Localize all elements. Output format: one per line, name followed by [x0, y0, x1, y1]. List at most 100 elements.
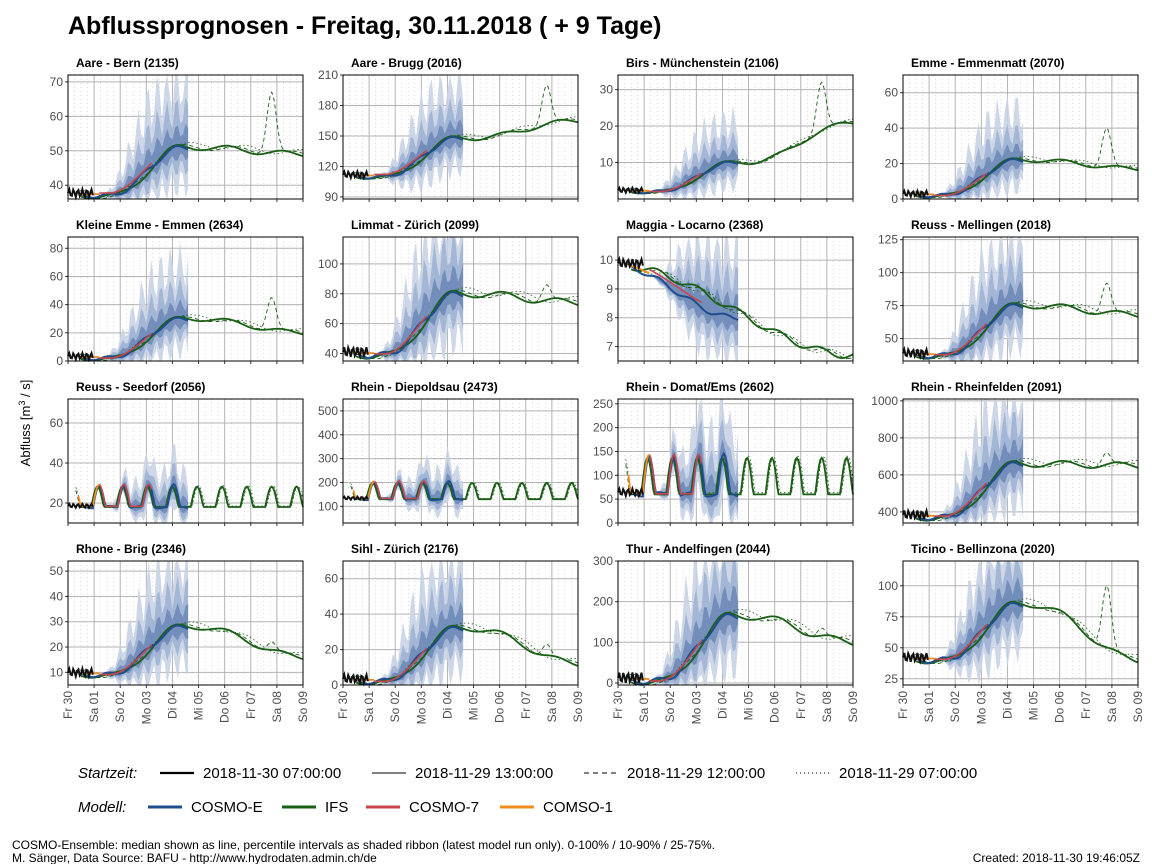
- x-tick-label: Mo 03: [414, 691, 428, 725]
- panel-title: Maggia - Locarno (2368): [626, 218, 763, 232]
- ribbon-10-90: [918, 406, 1024, 523]
- ifs-run-0700: [910, 156, 1138, 197]
- x-tick-label: Sa 01: [87, 691, 101, 723]
- ifs-run-0700: [625, 609, 854, 683]
- cosmo-7-line: [374, 647, 428, 683]
- x-tick-label: So 09: [1131, 691, 1145, 723]
- y-tick-label: 60: [325, 572, 339, 586]
- ifs-run-0700: [350, 116, 579, 178]
- cosmo-7-line: [934, 624, 988, 661]
- footer-source: M. Sänger, Data Source: BAFU - http://ww…: [12, 851, 377, 864]
- ifs-run-1200: [910, 282, 1139, 360]
- x-tick-label: So 02: [388, 691, 402, 723]
- y-tick-label: 50: [600, 492, 614, 506]
- ribbon-10-90: [633, 130, 739, 196]
- cosmo-7-line: [648, 452, 703, 495]
- ribbon-25-75: [918, 576, 1024, 663]
- ifs-line: [80, 144, 304, 200]
- ifs-line: [81, 485, 304, 508]
- ifs-line: [355, 118, 579, 180]
- observed-line: [342, 670, 369, 687]
- panel-frame: [342, 236, 579, 362]
- y-tick-label: 40: [50, 298, 64, 312]
- panel-frame: [617, 236, 854, 362]
- cosmo-7-line: [373, 480, 428, 500]
- panel-frame: [617, 398, 854, 524]
- ribbon-10-90: [633, 561, 739, 685]
- legend-start-label: 2018-11-29 07:00:00: [839, 765, 977, 782]
- y-axis-label-main: Abfluss [m: [18, 406, 33, 467]
- ifs-run-1200: [910, 584, 1139, 664]
- cosmo-7-line: [99, 162, 153, 194]
- y-tick-label: 40: [50, 178, 64, 192]
- ifs-line: [355, 624, 579, 686]
- y-tick-label: 210: [318, 68, 338, 82]
- x-tick-label: Di 04: [1000, 691, 1014, 719]
- y-tick-label: 0: [606, 516, 613, 530]
- y-tick-label: 200: [318, 475, 338, 489]
- x-tick-label: Mo 03: [689, 691, 703, 725]
- x-tick-label: Fr 30: [896, 691, 910, 719]
- cosmo-7-line: [374, 315, 428, 355]
- y-tick-label: 600: [878, 468, 898, 482]
- ribbon-25-75: [633, 147, 739, 193]
- x-tick-label: Di 04: [165, 691, 179, 719]
- observed-line: [617, 255, 644, 272]
- ribbon-25-75: [83, 475, 189, 514]
- cosmo-7-line: [934, 172, 988, 197]
- panel-title: Birs - Münchenstein (2106): [626, 56, 779, 70]
- y-tick-label: 50: [885, 332, 899, 346]
- observed-line: [902, 187, 929, 200]
- y-tick-label: 60: [50, 109, 64, 123]
- x-tick-label: Mo 03: [139, 691, 153, 725]
- ribbon-25-75: [633, 585, 739, 683]
- y-tick-label: 10: [600, 156, 614, 170]
- x-tick-label: Sa 08: [270, 691, 284, 723]
- x-tick-label: Do 06: [1053, 691, 1067, 723]
- panel-1: Aare - Brugg (2016) 90 120 150 180 210: [318, 56, 579, 204]
- y-tick-label: 9: [606, 282, 613, 296]
- panel-6: Maggia - Locarno (2368) 7 8 9 10: [600, 218, 854, 364]
- panel-14: Thur - Andelfingen (2044) 0 100 200 300 Fr 30…: [593, 542, 860, 724]
- x-tick-label: Sa 01: [922, 691, 936, 723]
- y-tick-label: 400: [878, 505, 898, 519]
- panel-title: Sihl - Zürich (2176): [351, 542, 458, 556]
- y-tick-label: 800: [878, 431, 898, 445]
- ifs-run-0700: [75, 621, 304, 677]
- x-tick-label: Di 04: [715, 691, 729, 719]
- observed-line: [342, 168, 369, 181]
- y-tick-label: 0: [606, 676, 613, 690]
- x-tick-label: Sa 08: [1105, 691, 1119, 723]
- ifs-run-1200: [350, 624, 579, 686]
- observed-line: [617, 670, 644, 687]
- panel-title: Reuss - Seedorf (2056): [76, 380, 205, 394]
- ifs-run-0700: [75, 485, 304, 507]
- legend-model-title: Modell:: [78, 799, 126, 816]
- y-tick-label: 250: [593, 397, 613, 411]
- y-tick-label: 80: [50, 241, 64, 255]
- panel-4: Kleine Emme - Emmen (2634) 0 20 40 60 80: [50, 218, 304, 368]
- cosmo-7-line: [934, 323, 988, 356]
- panel-title: Rhein - Diepoldsau (2473): [351, 380, 498, 394]
- observed-line: [902, 506, 929, 522]
- ribbon-0-100: [358, 75, 464, 196]
- footer-note: COSMO-Ensemble: median shown as line, pe…: [12, 838, 716, 852]
- y-tick-label: 60: [885, 86, 899, 100]
- observed-line: [67, 501, 94, 510]
- panel-title: Thur - Andelfingen (2044): [626, 542, 770, 556]
- y-tick-label: 30: [50, 615, 64, 629]
- observed-line: [67, 185, 94, 201]
- y-tick-label: 1000: [871, 394, 898, 408]
- panel-12: Rhone - Brig (2346) 10 20 30 40 50 Fr 30 Sa 01 S…: [50, 542, 310, 724]
- panel-8: Reuss - Seedorf (2056) 20 40 60: [50, 380, 304, 526]
- y-tick-label: 100: [318, 257, 338, 271]
- cosmo-7-line: [934, 482, 988, 517]
- panel-3: Emme - Emmenmatt (2070) 0 20 40 60: [885, 56, 1139, 206]
- observed-line: [342, 494, 369, 502]
- ribbon-0-100: [83, 561, 189, 685]
- chart-title: Abflussprognosen - Freitag, 30.11.2018 (…: [68, 12, 661, 40]
- panel-frame: [342, 560, 579, 686]
- y-tick-label: 75: [885, 299, 899, 313]
- panel-title: Rhein - Rheinfelden (2091): [911, 380, 1062, 394]
